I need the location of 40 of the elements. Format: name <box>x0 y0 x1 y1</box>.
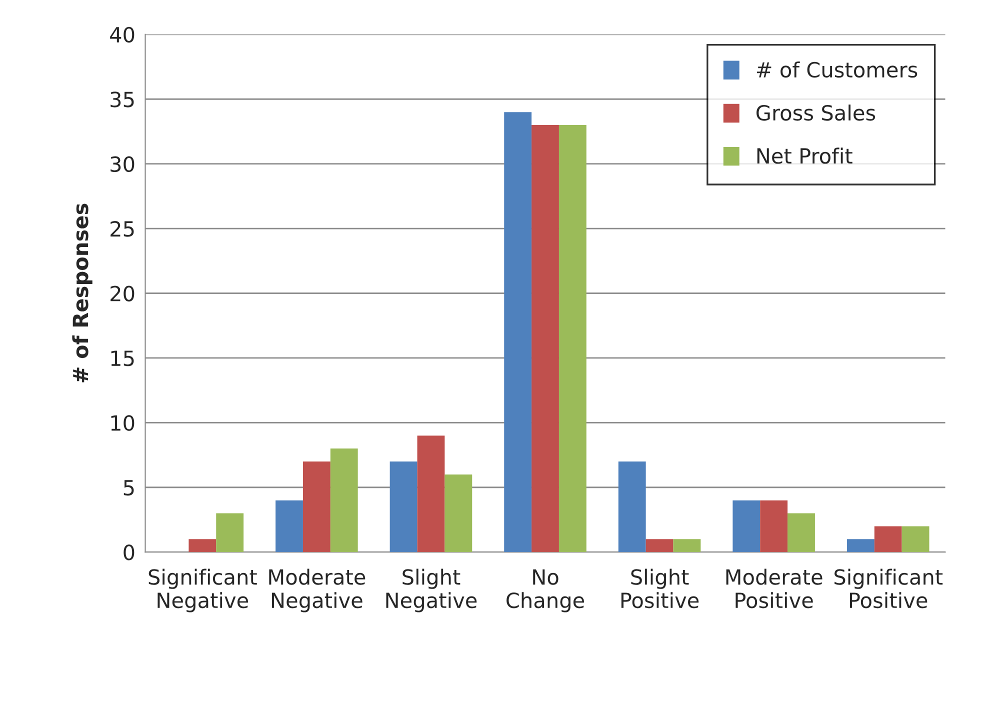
y-tick-label: 0 <box>124 544 134 560</box>
bar <box>330 448 358 552</box>
bar <box>673 539 701 552</box>
y-tick-label: 5 <box>124 480 134 496</box>
bar <box>846 539 874 552</box>
bar <box>732 500 760 552</box>
bar <box>902 526 930 552</box>
bar <box>302 461 330 552</box>
bar <box>504 112 532 552</box>
bar <box>618 461 646 552</box>
bar <box>760 500 788 552</box>
bar <box>390 461 418 552</box>
bar <box>216 513 244 552</box>
bar <box>646 539 674 552</box>
x-tick-label: Significant Negative <box>148 568 257 612</box>
x-tick-label: No Change <box>506 569 584 612</box>
bar <box>417 436 445 552</box>
bar <box>444 474 472 552</box>
y-tick-label: 10 <box>111 415 134 431</box>
legend-label: Gross Sales <box>756 104 876 121</box>
legend-label: Net Profit <box>757 148 852 164</box>
x-tick-label: Slight Negative <box>386 568 477 612</box>
y-tick-label: 25 <box>110 220 134 237</box>
bar <box>874 526 902 552</box>
y-tick-label: 15 <box>111 350 134 366</box>
bar <box>276 500 303 552</box>
y-axis-title: # of Responses <box>72 204 92 382</box>
y-tick-label: 20 <box>110 286 134 302</box>
bar <box>532 125 559 552</box>
x-tick-label: Moderate Positive <box>726 568 822 608</box>
legend-label: # of Customers <box>756 62 918 78</box>
y-tick-label: 30 <box>110 156 134 172</box>
bar <box>558 125 586 552</box>
y-tick-label: 35 <box>110 92 134 108</box>
bar <box>788 513 815 552</box>
x-tick-label: Slight Positive <box>621 568 699 608</box>
x-tick-label: Moderate Negative <box>269 568 366 612</box>
x-tick-label: Significant Positive <box>834 568 943 608</box>
bar <box>188 539 216 552</box>
y-tick-label: 40 <box>110 26 134 43</box>
